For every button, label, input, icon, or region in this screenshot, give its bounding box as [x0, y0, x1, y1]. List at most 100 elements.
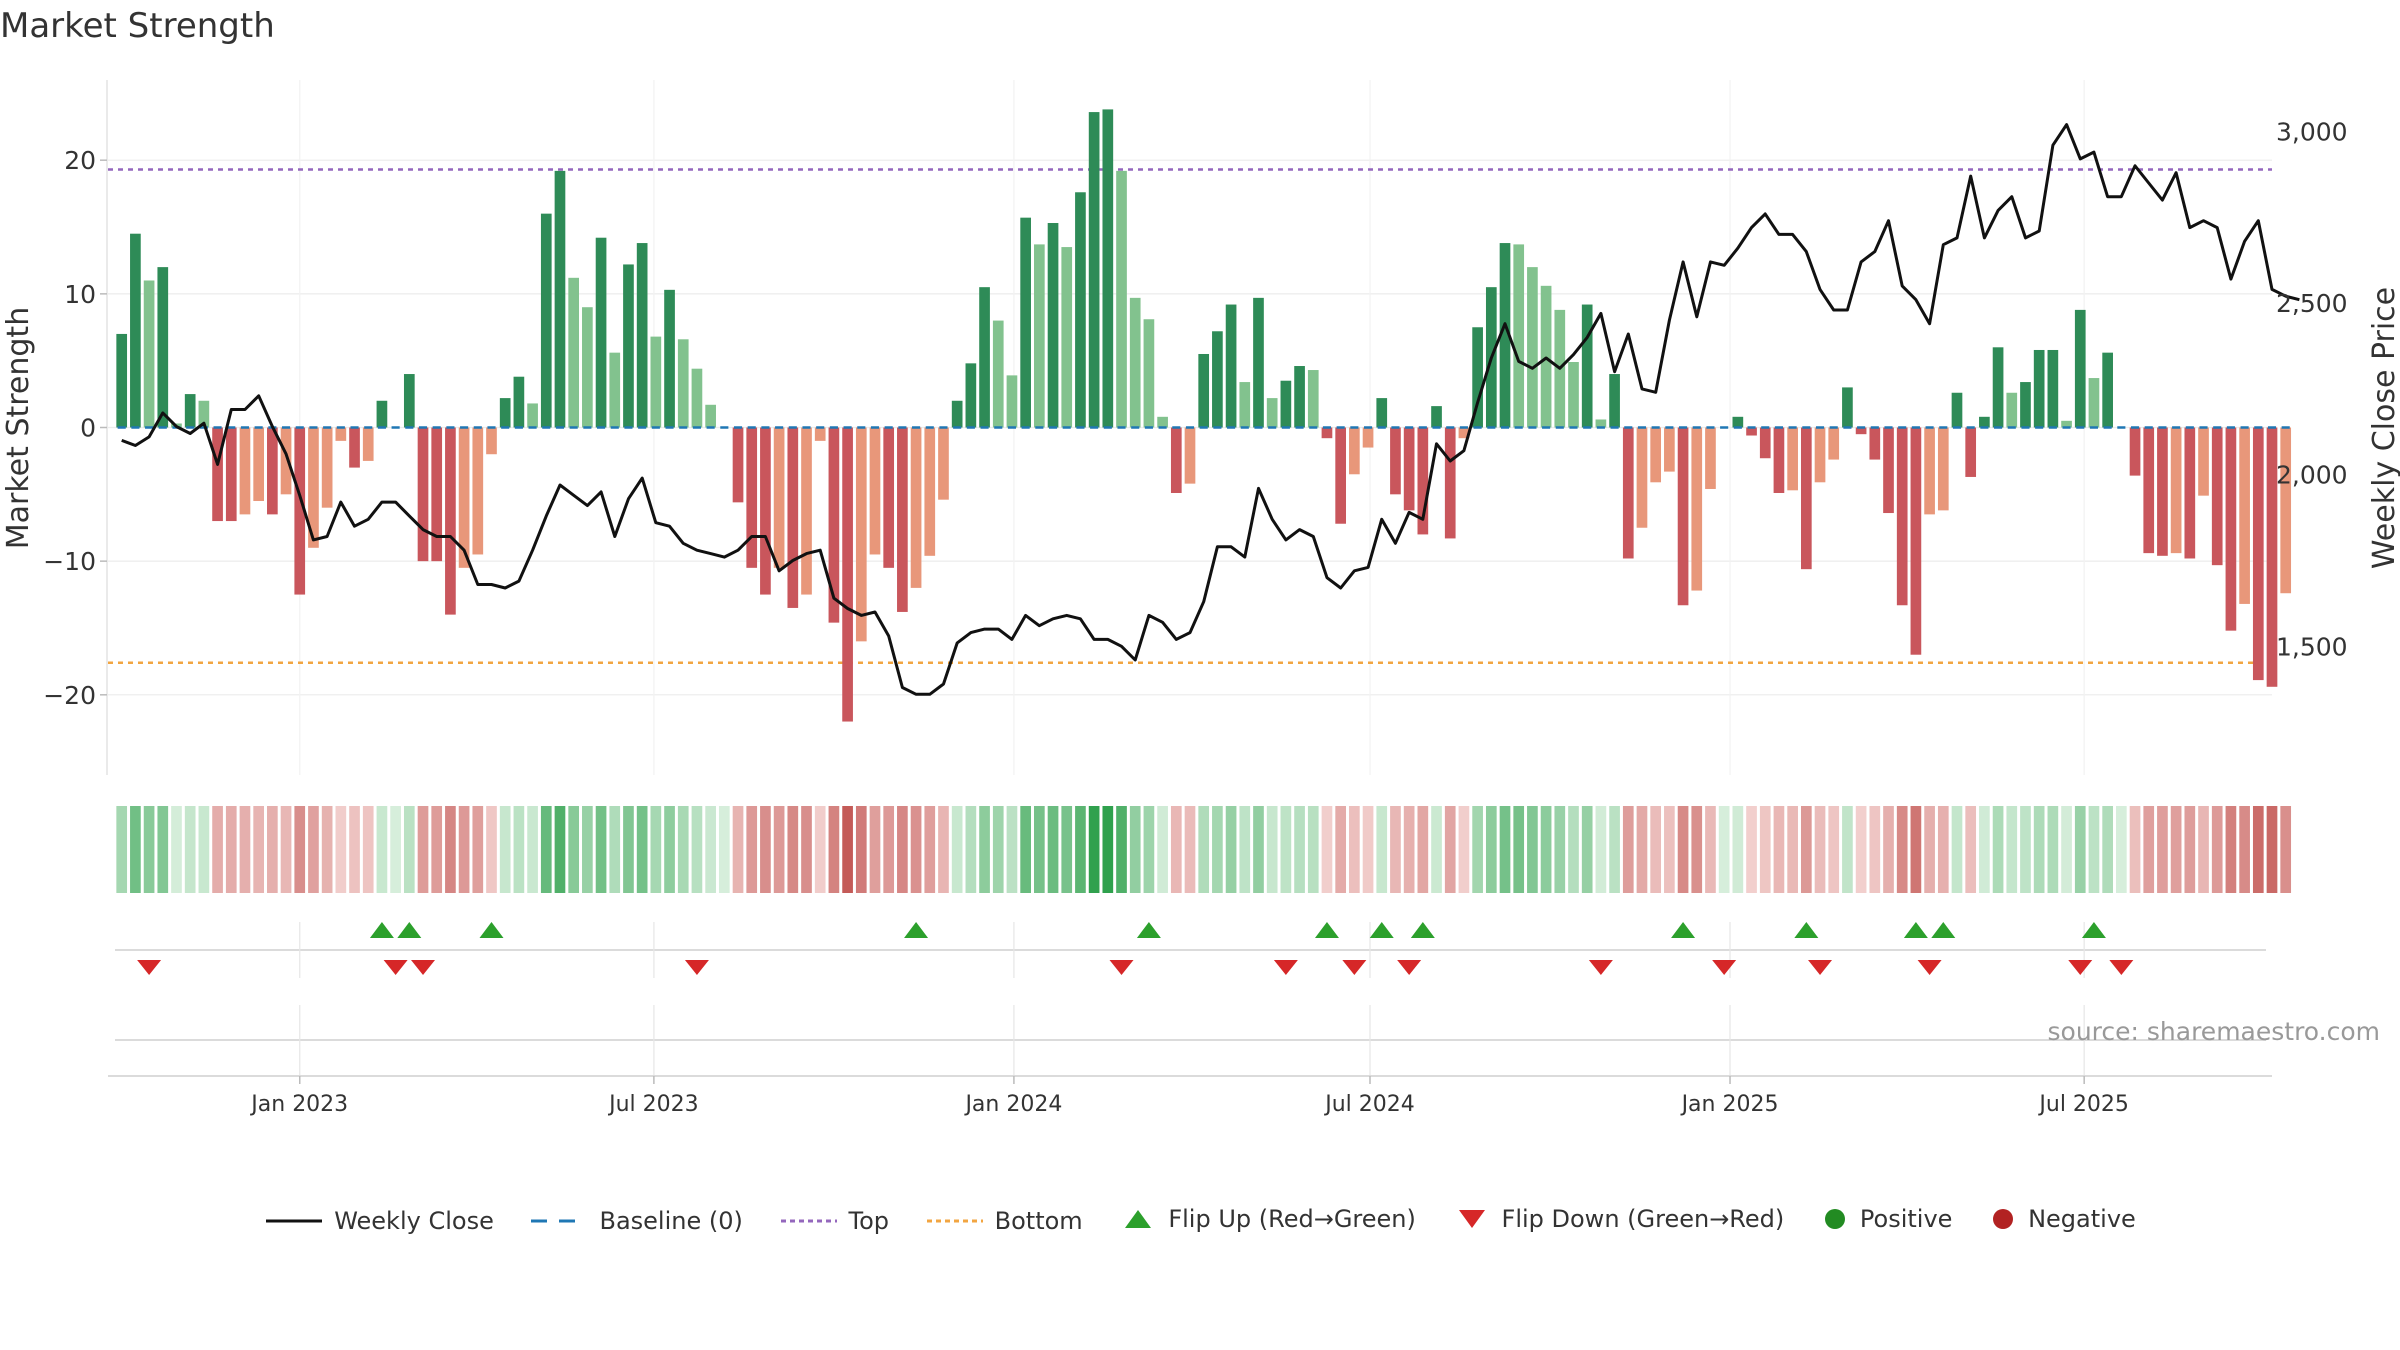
heat-cell — [1376, 806, 1388, 893]
legend-top: Top — [779, 1207, 889, 1235]
heat-cell — [801, 806, 812, 893]
strength-bar — [677, 339, 689, 428]
strength-bar — [732, 427, 744, 503]
heat-cell — [1554, 806, 1566, 893]
strength-bar — [540, 213, 552, 428]
heat-cell — [390, 806, 401, 893]
line-swatch-icon — [266, 1219, 323, 1223]
strength-bar — [1513, 244, 1525, 428]
x-tick-label: Jan 2023 — [249, 1092, 348, 1117]
flip-down-marker — [1273, 960, 1298, 975]
heat-cell — [636, 806, 648, 893]
heat-cell — [2129, 806, 2141, 893]
heat-cell — [2143, 806, 2155, 893]
heat-cell — [2170, 806, 2182, 893]
strength-bar — [1814, 427, 1826, 483]
strength-bar — [1116, 170, 1127, 428]
flip-up-marker — [1903, 922, 1928, 938]
strength-bar — [2211, 427, 2223, 566]
strength-bar — [157, 267, 169, 428]
strength-bar — [1294, 366, 1305, 428]
heat-cell — [212, 806, 223, 893]
legend-label: Bottom — [994, 1207, 1083, 1235]
flip-up-marker — [1794, 922, 1819, 938]
strength-bar — [1225, 304, 1237, 428]
flip-down-marker — [1397, 960, 1422, 975]
legend-label: Weekly Close — [334, 1207, 494, 1235]
heat-cell — [1225, 806, 1237, 893]
heat-cell — [1417, 806, 1429, 893]
strength-bar — [1321, 427, 1333, 439]
heat-cell — [417, 806, 429, 893]
heat-cell — [1239, 806, 1251, 893]
heat-cell — [458, 806, 470, 893]
heat-cell — [869, 806, 881, 893]
heat-cell — [992, 806, 1004, 893]
heat-cell — [1143, 806, 1155, 893]
strength-bar — [321, 427, 333, 508]
y2-tick-label: 1,500 — [2276, 632, 2348, 661]
heat-cell — [2074, 806, 2086, 893]
strength-bar — [746, 427, 758, 568]
page-title: Market Strength — [0, 6, 275, 46]
x-tick-label: Jul 2024 — [1323, 1092, 1415, 1117]
y2-tick-label: 3,000 — [2276, 117, 2348, 146]
strength-bar — [2129, 427, 2141, 476]
strength-bar — [1253, 297, 1264, 428]
strength-bar — [1896, 427, 1908, 606]
strength-bar — [897, 427, 908, 612]
strength-bar — [1568, 362, 1579, 428]
heat-cell — [2252, 806, 2264, 893]
heat-cell — [691, 806, 703, 893]
heat-cell — [513, 806, 525, 893]
heat-cell — [1020, 806, 1031, 893]
strength-bar — [1855, 427, 1867, 435]
strength-bar — [1431, 406, 1442, 428]
flip-down-marker — [1808, 960, 1833, 975]
strength-bar — [2033, 349, 2045, 428]
strength-bar — [499, 398, 511, 428]
strength-bar — [1170, 427, 1182, 493]
strength-bar — [472, 427, 484, 555]
heat-cell — [1307, 806, 1319, 893]
strength-bar — [1869, 427, 1881, 460]
source-label: source: sharemaestro.com — [2048, 1017, 2381, 1046]
heat-cell — [2266, 806, 2278, 893]
heat-cell — [1937, 806, 1949, 893]
weekly-close-series — [121, 123, 2300, 696]
strength-bar — [2006, 392, 2018, 428]
strength-bar — [1143, 319, 1155, 428]
heat-cell — [362, 806, 374, 893]
strength-bar — [691, 368, 703, 428]
strength-bar — [1102, 109, 1114, 428]
strength-bar — [1965, 427, 1977, 477]
strength-bar — [2252, 427, 2264, 681]
heat-cell — [1061, 806, 1073, 893]
flip-down-marker — [383, 960, 408, 975]
strength-bar — [1732, 416, 1744, 428]
legend-label: Baseline (0) — [599, 1207, 743, 1235]
heat-cell — [540, 806, 552, 893]
heat-cell — [595, 806, 607, 893]
heat-cell — [157, 806, 169, 893]
flip-down-marker — [137, 960, 162, 975]
strength-bar — [924, 427, 936, 556]
strength-bar — [2184, 427, 2196, 559]
strength-bar — [1362, 427, 1374, 448]
strength-bar — [1280, 380, 1292, 428]
strength-bar — [1636, 427, 1648, 528]
heat-cell — [1253, 806, 1264, 893]
strength-bar — [705, 404, 716, 428]
strength-bar — [1020, 217, 1031, 428]
strength-bar — [2198, 427, 2209, 496]
strength-bar — [1609, 374, 1620, 428]
heat-cell — [2198, 806, 2209, 893]
strength-bar — [1198, 353, 1210, 428]
heat-cell — [1814, 806, 1826, 893]
strength-bar — [1184, 427, 1196, 484]
y-tick-label: 0 — [80, 414, 96, 443]
flip-down-marker — [2068, 960, 2093, 975]
heat-cell — [1636, 806, 1648, 893]
strength-bar — [1937, 427, 1949, 511]
heat-cell — [1691, 806, 1703, 893]
